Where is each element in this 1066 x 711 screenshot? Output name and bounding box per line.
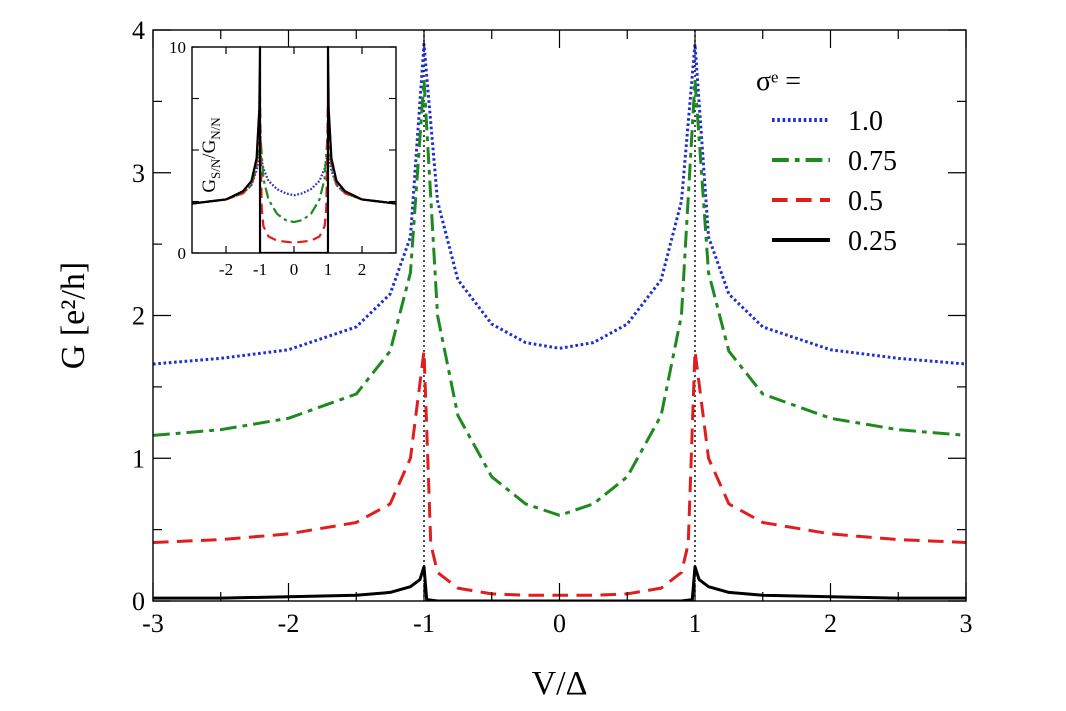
inset-x-tick-label: 2 (358, 260, 367, 279)
inset-x-tick-label: 1 (324, 260, 333, 279)
legend: σᵉ = 1.0 0.75 0.5 0.25 (756, 66, 897, 257)
main-x-tick-label: 2 (824, 609, 837, 638)
main-x-tick-label: 1 (689, 609, 702, 638)
inset-y-tick-label: 0 (178, 244, 187, 263)
main-series-0-75 (153, 78, 966, 517)
legend-label-0-75: 0.75 (848, 146, 897, 177)
inset-ylabel-part: S/N (208, 158, 223, 179)
legend-label-1-0: 1.0 (848, 106, 883, 137)
main-y-tick-label: 0 (132, 587, 145, 616)
inset-x-tick-label: -2 (219, 260, 233, 279)
inset-ylabel-part: /G (199, 139, 220, 158)
x-axis-title: V/Δ (532, 665, 588, 702)
main-y-tick-label: 1 (132, 444, 145, 473)
inset-y-axis-title: GS/N/GN/N (199, 117, 223, 193)
main-y-tick-label: 3 (132, 159, 145, 188)
legend-label-0-5: 0.5 (848, 186, 883, 217)
main-x-tick-label: 0 (553, 609, 566, 638)
inset-y-tick-label: 10 (169, 38, 186, 57)
main-x-tick-label: -2 (278, 609, 300, 638)
main-x-tick-label: -3 (142, 609, 164, 638)
main-series-1-0 (153, 42, 966, 366)
inset-series-0-75 (192, 128, 396, 224)
inset-plot-area (192, 47, 396, 253)
main-x-tick-label: -1 (413, 609, 435, 638)
main-series-0-25 (153, 565, 966, 601)
y-axis-title: G [e²/h] (55, 262, 92, 369)
legend-title: σᵉ = (756, 66, 801, 97)
main-y-tick-label: 2 (132, 302, 145, 331)
main-x-tick-label: 3 (960, 609, 973, 638)
inset-ylabel-part: N/N (208, 117, 223, 140)
inset-plot: -2 -1 0 1 2 0 10 GS/N/GN/N (169, 38, 397, 279)
inset-x-tick-label: -1 (253, 260, 267, 279)
legend-label-0-25: 0.25 (848, 226, 897, 257)
inset-x-tick-label: 0 (290, 260, 299, 279)
main-y-tick-label: 4 (132, 16, 145, 45)
inset-series-0-25 (192, 45, 396, 253)
inset-series-0-5 (192, 97, 396, 244)
inset-ylabel-part: G (199, 179, 220, 193)
